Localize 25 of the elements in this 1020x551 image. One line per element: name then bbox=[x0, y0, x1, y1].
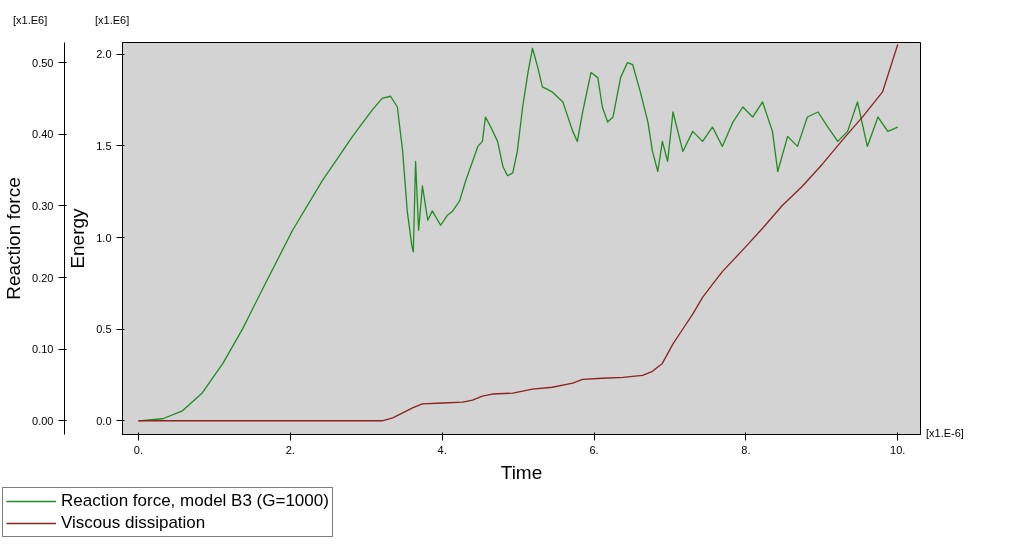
y-tick-label: 0.0 bbox=[96, 414, 112, 427]
legend-label: Viscous dissipation bbox=[61, 513, 206, 533]
y-tick-label: 0.5 bbox=[96, 323, 112, 336]
x-tick-label: 4. bbox=[437, 443, 447, 456]
x-tick-label: 6. bbox=[589, 443, 599, 456]
legend-label: Reaction force, model B3 (G=1000) bbox=[61, 491, 329, 511]
y2-tick-label: 0.20 bbox=[32, 271, 54, 284]
text: [x1.E6] bbox=[95, 13, 130, 28]
y-tick-label: 2.0 bbox=[96, 48, 112, 61]
y2-tick-label: 0.30 bbox=[32, 199, 54, 212]
x-axis-title: Time bbox=[500, 461, 543, 483]
text: [x1.E6] bbox=[13, 13, 48, 28]
y2-tick-label: 0.40 bbox=[32, 128, 54, 141]
y-axis-title: Energy bbox=[67, 207, 89, 269]
x-tick-label: 8. bbox=[741, 443, 751, 456]
y-tick-label: 1.0 bbox=[96, 231, 112, 244]
x-tick-label: 0. bbox=[133, 443, 144, 456]
y2-tick-label: 0.10 bbox=[32, 343, 54, 356]
y2-tick-label: 0.00 bbox=[32, 414, 54, 427]
y-tick-label: 1.5 bbox=[96, 140, 112, 152]
x-tick-label: 2. bbox=[285, 443, 295, 456]
y2-axis-title: Reaction force bbox=[3, 177, 25, 300]
x-tick-label: 10. bbox=[890, 443, 906, 456]
y2-tick-label: 0.50 bbox=[32, 56, 54, 69]
text: [x1.E-6] bbox=[926, 426, 964, 441]
